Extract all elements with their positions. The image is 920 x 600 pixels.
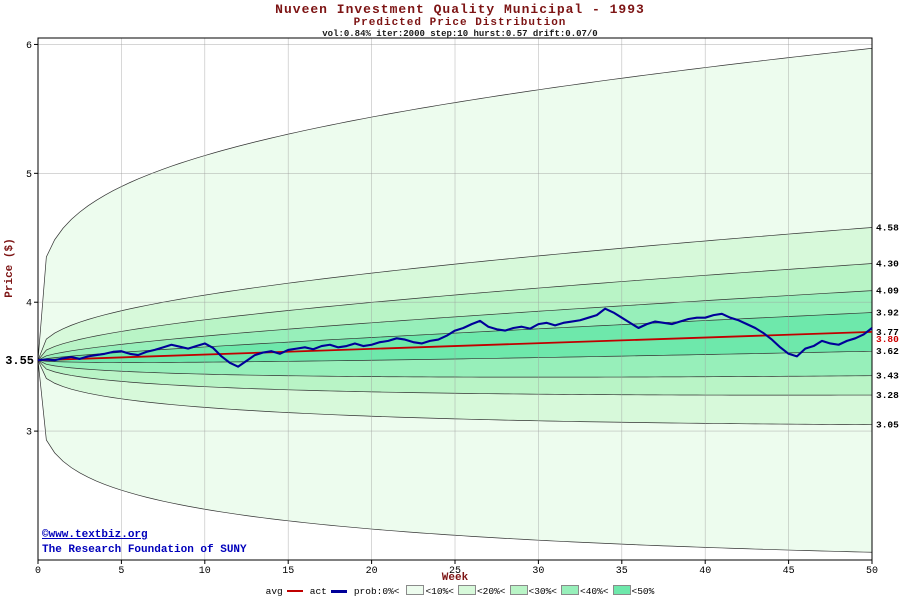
legend-band-swatches: <10%< <20%< <30%< <40%< <50%	[402, 585, 654, 597]
right-price-label: 3.05	[876, 420, 899, 431]
legend-band-label-1: <20%<	[476, 586, 506, 597]
watermark: ©www.textbiz.org The Research Foundation…	[42, 529, 247, 557]
legend-band-swatch-4	[612, 585, 631, 595]
x-tick-label: 0	[35, 566, 41, 577]
legend-band-label-2: <30%<	[528, 586, 558, 597]
act-line-swatch	[330, 589, 347, 593]
legend-avg-label: avg	[265, 585, 283, 597]
right-price-label: 3.92	[876, 308, 899, 319]
legend-prob-label: prob:0%<	[353, 585, 400, 597]
x-tick-label: 35	[616, 566, 628, 577]
x-tick-label: 40	[699, 566, 711, 577]
x-tick-label: 15	[282, 566, 294, 577]
chart-params-line: vol:0.84% iter:2000 step:10 hurst:0.57 d…	[322, 29, 598, 39]
legend-band-label-4: <50%	[631, 586, 655, 597]
right-price-label: 3.43	[876, 371, 899, 382]
x-axis-title: Week	[441, 572, 469, 584]
watermark-org: The Research Foundation of SUNY	[42, 544, 247, 556]
chart-title: Nuveen Investment Quality Municipal - 19…	[275, 2, 645, 17]
legend-band-label-3: <40%<	[580, 586, 609, 597]
y-tick-label: 6	[26, 41, 32, 52]
right-price-label: 4.30	[876, 259, 899, 270]
x-tick-label: 30	[532, 566, 544, 577]
right-price-label: 4.58	[876, 222, 899, 233]
start-price-label: 3.55	[5, 354, 34, 368]
act-final-price-label: 3.80	[876, 334, 899, 345]
right-price-label: 3.77	[876, 327, 899, 338]
legend-band-swatch-3	[561, 585, 580, 595]
x-tick-label: 10	[199, 566, 211, 577]
right-price-label: 3.28	[876, 390, 899, 401]
y-tick-label: 5	[26, 170, 32, 181]
x-tick-label: 5	[118, 566, 124, 577]
y-tick-label: 3	[26, 428, 32, 439]
avg-line-swatch	[286, 590, 303, 592]
watermark-link[interactable]: ©www.textbiz.org	[42, 529, 148, 541]
legend-band-swatch-2	[509, 585, 528, 595]
legend-band-swatch-1	[457, 585, 476, 595]
chart-subtitle: Predicted Price Distribution	[353, 17, 567, 29]
legend-band-label-0: <10%<	[425, 586, 454, 597]
x-tick-label: 20	[366, 566, 378, 577]
right-price-label: 3.62	[876, 346, 899, 357]
right-price-label: 4.09	[876, 286, 899, 297]
act-line	[37, 307, 873, 368]
x-tick-label: 45	[783, 566, 795, 577]
x-tick-label: 25	[449, 566, 461, 577]
y-tick-label: 4	[26, 299, 32, 310]
legend-act-label: act	[309, 585, 327, 597]
avg-line	[37, 330, 873, 362]
chart-legend: avg act prob:0%< <10%< <20%< <30%< <40%< <50…	[0, 585, 920, 597]
y-axis-title: Price ($)	[4, 238, 16, 298]
x-tick-label: 50	[866, 566, 878, 577]
legend-band-swatch-0	[406, 585, 425, 595]
